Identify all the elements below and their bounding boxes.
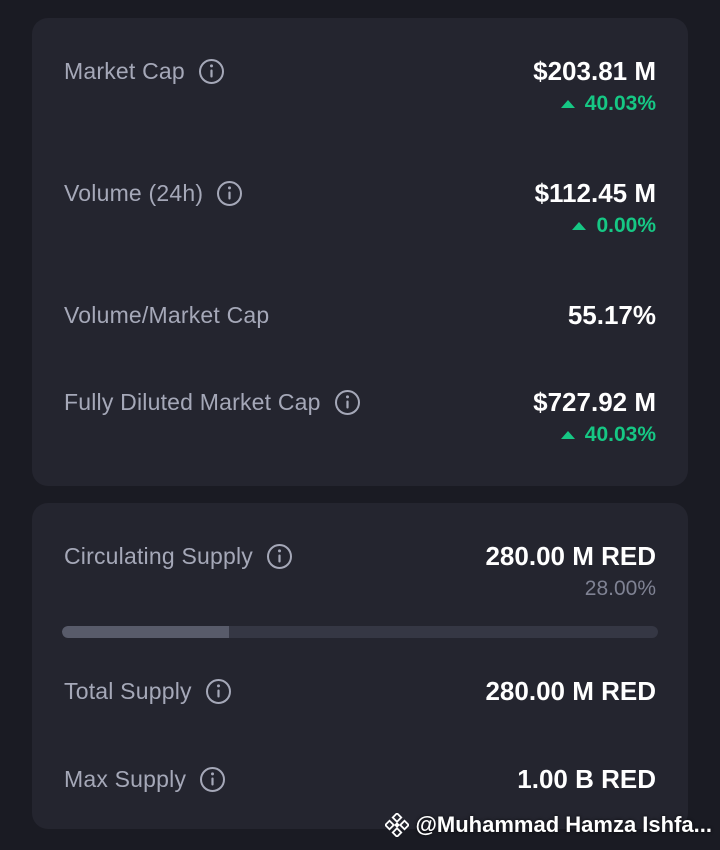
up-arrow-icon: [560, 100, 575, 108]
market-cap-value: $203.81 M: [533, 56, 656, 86]
volume-change-value: 0.00%: [596, 214, 656, 237]
info-icon[interactable]: [199, 766, 226, 793]
volume-market-cap-label: Volume/Market Cap: [64, 302, 270, 328]
info-icon[interactable]: [266, 543, 293, 570]
volume-market-cap-value: 55.17%: [567, 300, 656, 330]
fdv-change: 40.03%: [560, 423, 656, 447]
circulating-supply-percent: 28.00%: [584, 577, 656, 600]
circulating-supply-label: Circulating Supply: [64, 543, 253, 569]
market-cap-change-value: 40.03%: [584, 92, 656, 115]
fdv-change-value: 40.03%: [584, 423, 656, 446]
total-supply-label: Total Supply: [64, 678, 192, 704]
info-icon[interactable]: [198, 58, 225, 85]
market-stats-card: Market Cap $203.81 M 40.03% Volume (24h)…: [32, 18, 688, 486]
circulating-supply-value: 280.00 M RED: [485, 541, 656, 571]
info-icon[interactable]: [216, 180, 243, 207]
watermark-text: @Muhammad Hamza Ishfa...: [415, 812, 712, 837]
binance-logo-icon: [385, 813, 410, 837]
market-cap-label: Market Cap: [64, 58, 185, 84]
info-icon[interactable]: [205, 678, 232, 705]
supply-stats-card: Circulating Supply 280.00 M RED 28.00% T…: [32, 503, 688, 829]
volume-change: 0.00%: [572, 214, 656, 238]
watermark: @Muhammad Hamza Ishfa...: [385, 812, 712, 838]
fdv-value: $727.92 M: [533, 387, 656, 417]
total-supply-value: 280.00 M RED: [485, 676, 656, 706]
up-arrow-icon: [560, 431, 575, 439]
info-icon[interactable]: [334, 389, 361, 416]
fdv-label: Fully Diluted Market Cap: [64, 389, 321, 415]
circulating-supply-progress-fill: [62, 626, 229, 638]
up-arrow-icon: [572, 222, 587, 230]
market-cap-change: 40.03%: [560, 92, 656, 116]
volume-label: Volume (24h): [64, 180, 204, 206]
volume-value: $112.45 M: [534, 178, 656, 208]
max-supply-value: 1.00 B RED: [517, 764, 656, 794]
max-supply-label: Max Supply: [64, 766, 187, 792]
circulating-supply-progress-bar: [62, 626, 658, 638]
